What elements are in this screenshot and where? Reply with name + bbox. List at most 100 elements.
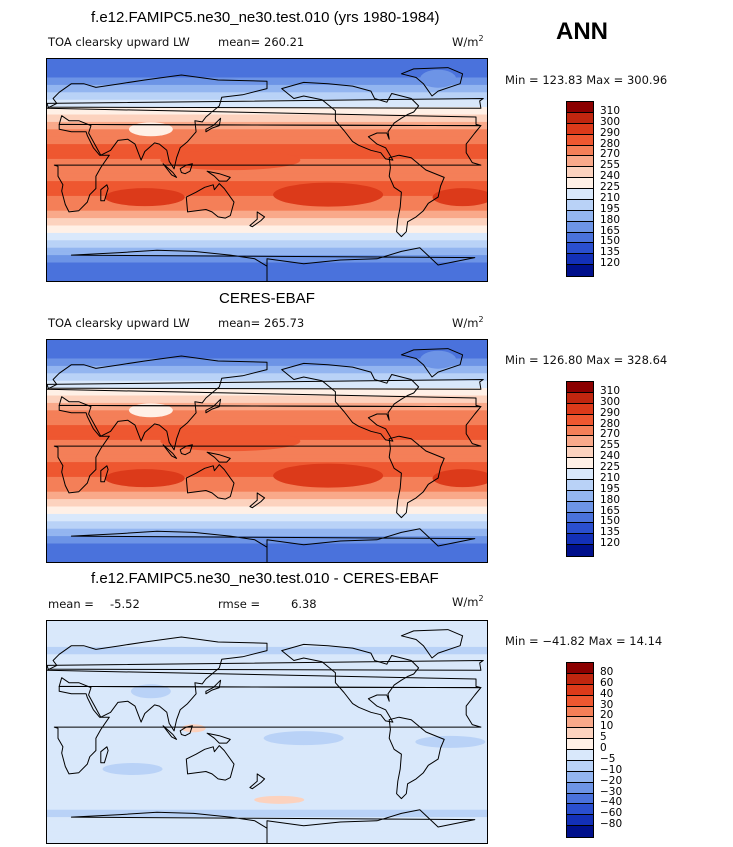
coastline-indonesia1 [162, 444, 178, 459]
field-band [47, 728, 487, 733]
panel-2-units: W/m2 [452, 315, 484, 330]
panel-1-mean-label: mean= [218, 35, 261, 49]
field-band [47, 635, 487, 640]
coastline-madagascar [100, 465, 109, 483]
field-band [47, 658, 487, 663]
colorbar-swatch [567, 793, 593, 805]
field-band [47, 77, 487, 82]
field-band [47, 59, 487, 64]
field-region [263, 731, 344, 746]
colorbar-level-label: 225 [600, 461, 621, 473]
field-band [47, 96, 487, 101]
colorbar-swatch [567, 771, 593, 783]
field-band [47, 247, 487, 252]
field-band [47, 536, 487, 541]
field-band [47, 184, 487, 189]
colorbar-level-label: 210 [600, 191, 621, 204]
colorbar-level-label: 255 [600, 159, 621, 172]
field-band [47, 506, 487, 511]
field-region [273, 463, 384, 488]
coastline-png [206, 451, 231, 463]
field-band [47, 255, 487, 260]
coastline-uk [47, 379, 484, 390]
field-band [47, 665, 487, 670]
panel-2-mean-value: 265.73 [264, 316, 305, 330]
colorbar-level-label: −10 [600, 763, 623, 776]
panel-2-mean-label: mean= [218, 316, 261, 330]
panel-3-minmax: Min = −41.82 Max = 14.14 [505, 634, 663, 648]
colorbar-swatch [567, 447, 593, 459]
field-region [128, 403, 173, 418]
field-band [47, 218, 487, 223]
field-region [432, 188, 487, 207]
field-band [47, 114, 487, 119]
field-band [47, 395, 487, 400]
coastline-indonesia1 [162, 725, 178, 740]
field-band [47, 706, 487, 711]
field-band [47, 628, 487, 633]
field-band [47, 510, 487, 515]
field-band [47, 676, 487, 681]
panel-3-rmse-label: rmse = [218, 597, 261, 611]
field-band [47, 173, 487, 178]
colorbar-swatch [567, 123, 593, 135]
colorbar-swatch [567, 739, 593, 750]
colorbar-level-label: 165 [600, 504, 621, 517]
coastline-africa [53, 404, 482, 494]
panel-2-map [46, 339, 488, 563]
colorbar-level-label: 300 [600, 115, 621, 128]
colorbar-swatch [567, 145, 593, 157]
field-band [47, 757, 487, 763]
panel-2-title: CERES-EBAF [219, 290, 315, 307]
field-band [47, 399, 487, 404]
field-band [47, 107, 487, 112]
field-band [47, 451, 487, 456]
coastline-japan [205, 117, 222, 133]
coastline-madagascar [100, 746, 109, 764]
colorbar-swatch [567, 458, 593, 469]
field-band [47, 691, 487, 696]
field-band [47, 251, 487, 256]
coastline-nz [249, 773, 266, 790]
field-band [47, 491, 487, 496]
field-band [47, 698, 487, 703]
field-band [47, 813, 487, 818]
coastline-africa [53, 685, 482, 775]
field-band [47, 802, 487, 807]
colorbar-swatch [567, 728, 593, 740]
panel-1-minmax: Min = 123.83 Max = 300.96 [505, 73, 668, 87]
field-band [47, 414, 487, 419]
colorbar-level-label: 120 [600, 537, 621, 550]
field-band [47, 769, 487, 774]
colorbar-swatch [567, 782, 593, 794]
colorbar-swatch [567, 102, 593, 113]
colorbar-level-label: 290 [600, 126, 621, 139]
field-band [47, 783, 487, 788]
field-band [47, 140, 487, 145]
field-band [47, 473, 487, 478]
coastline-uk [47, 660, 484, 671]
field-band [47, 661, 487, 666]
colorbar-level-label: 270 [600, 148, 621, 161]
field-band [47, 469, 487, 474]
field-band [47, 347, 487, 352]
field-band [47, 92, 487, 97]
field-band [47, 177, 487, 182]
field-band [47, 425, 487, 430]
colorbar-level-label: 270 [600, 428, 621, 441]
field-band [47, 458, 487, 463]
coastline-indonesia1 [162, 163, 178, 178]
coastline-madagascar [100, 184, 109, 202]
field-band [47, 713, 487, 718]
field-band [47, 669, 487, 674]
colorbar-swatch [567, 826, 593, 837]
colorbar-level-label: 20 [600, 709, 614, 722]
colorbar-level-label: 150 [600, 235, 621, 248]
colorbar-swatch [567, 178, 593, 189]
field-band [47, 340, 487, 345]
field-region [420, 69, 457, 88]
field-band [47, 791, 487, 796]
coastline-greenland [400, 67, 464, 97]
field-band [47, 70, 487, 75]
field-band [47, 761, 487, 766]
